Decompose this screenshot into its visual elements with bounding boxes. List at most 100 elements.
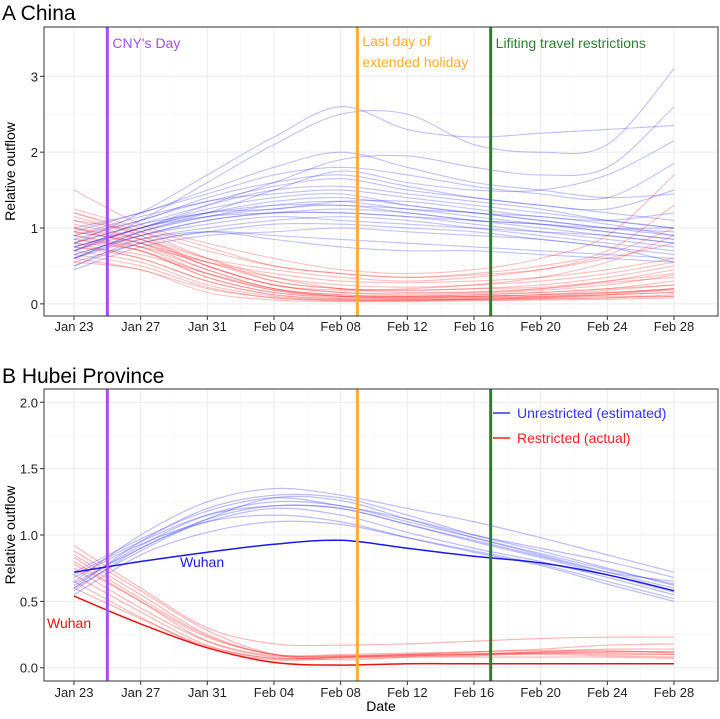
restricted-line xyxy=(73,174,675,275)
unrestricted-line xyxy=(73,231,675,263)
y-tick-label: 2 xyxy=(31,145,38,160)
series-restricted xyxy=(73,545,675,661)
x-tick-label: Feb 12 xyxy=(387,685,427,700)
unrestricted-line xyxy=(73,514,675,602)
restricted-line xyxy=(73,227,675,282)
unrestricted-line xyxy=(73,196,675,252)
y-axis-label: Relative outflow xyxy=(2,121,18,221)
unrestricted-line xyxy=(73,106,675,244)
unrestricted-line xyxy=(73,211,675,256)
x-tick-label: Feb 04 xyxy=(254,685,294,700)
y-tick-label: 0.0 xyxy=(20,661,38,676)
restricted-line xyxy=(73,554,675,657)
restricted-line xyxy=(73,242,675,301)
restricted-line xyxy=(73,219,675,278)
restricted-line xyxy=(73,561,675,659)
unrestricted-line xyxy=(73,493,675,589)
x-tick-label: Jan 31 xyxy=(188,319,227,334)
unrestricted-line xyxy=(73,193,675,248)
unrestricted-line xyxy=(73,208,675,259)
restricted-line xyxy=(73,238,675,284)
panel-title: B Hubei Province xyxy=(2,365,164,388)
y-tick-label: 1.5 xyxy=(20,462,38,477)
series-unrestricted xyxy=(73,68,675,271)
event-label-cny: CNY's Day xyxy=(112,35,180,51)
restricted-line xyxy=(73,223,675,288)
unrestricted-line xyxy=(73,504,675,593)
unrestricted-line xyxy=(73,140,675,259)
unrestricted-line xyxy=(73,203,675,244)
legend-label: Unrestricted (estimated) xyxy=(517,405,666,421)
wuhan-label-restricted: Wuhan xyxy=(47,615,91,631)
panel-a-china: A China CNY's Day Last day of extended holi… xyxy=(2,2,719,334)
unrestricted-line xyxy=(73,231,675,263)
unrestricted-line xyxy=(73,199,675,248)
unrestricted-line xyxy=(73,174,675,237)
restricted-line xyxy=(73,545,675,647)
restricted-line xyxy=(73,235,675,299)
y-tick-label: 3 xyxy=(31,69,38,84)
panel-title: A China xyxy=(2,2,76,25)
restricted-line xyxy=(73,219,675,294)
wuhan-line xyxy=(73,595,675,666)
restricted-line xyxy=(73,587,675,660)
unrestricted-line xyxy=(73,500,675,586)
x-tick-label: Feb 08 xyxy=(320,685,360,700)
restricted-line xyxy=(73,574,675,660)
x-tick-label: Jan 27 xyxy=(121,685,160,700)
y-axis-label: Relative outflow xyxy=(2,485,18,585)
unrestricted-line xyxy=(73,504,675,584)
restricted-line xyxy=(73,212,675,291)
unrestricted-line xyxy=(73,151,675,229)
event-label-holiday: Last day of xyxy=(362,33,431,49)
unrestricted-line xyxy=(73,507,675,596)
x-tick-label: Feb 16 xyxy=(454,685,494,700)
x-tick-label: Feb 20 xyxy=(520,319,560,334)
unrestricted-line xyxy=(73,211,675,252)
unrestricted-line xyxy=(73,227,675,271)
restricted-line xyxy=(73,250,675,301)
x-tick-label: Feb 28 xyxy=(654,685,694,700)
x-tick-label: Feb 08 xyxy=(320,319,360,334)
restricted-line xyxy=(73,212,675,296)
wuhan-line xyxy=(73,539,675,592)
restricted-line xyxy=(73,216,675,294)
restricted-line xyxy=(73,254,675,301)
restricted-line xyxy=(73,257,675,302)
y-tick-label: 0.5 xyxy=(20,594,38,609)
x-tick-label: Feb 24 xyxy=(587,685,627,700)
restricted-line xyxy=(73,563,675,658)
unrestricted-line xyxy=(73,68,675,252)
unrestricted-line xyxy=(73,178,675,237)
x-tick-label: Jan 27 xyxy=(121,319,160,334)
series-unrestricted xyxy=(73,487,675,602)
restricted-line xyxy=(73,227,675,299)
x-tick-label: Feb 12 xyxy=(387,319,427,334)
y-tick-label: 1.0 xyxy=(20,528,38,543)
restricted-line xyxy=(73,227,675,297)
x-tick-label: Jan 31 xyxy=(188,685,227,700)
event-label-lifting: Lifiting travel restrictions xyxy=(496,35,646,51)
y-tick-label: 2.0 xyxy=(20,395,38,410)
unrestricted-line xyxy=(73,520,675,600)
restricted-line xyxy=(73,238,675,298)
unrestricted-line xyxy=(73,487,675,582)
restricted-line xyxy=(73,550,675,661)
unrestricted-line xyxy=(73,495,675,589)
unrestricted-line xyxy=(73,163,675,233)
restricted-line xyxy=(73,204,675,278)
unrestricted-line xyxy=(73,216,675,267)
y-tick-label: 0 xyxy=(31,297,38,312)
x-tick-label: Feb 04 xyxy=(254,319,294,334)
unrestricted-line xyxy=(73,185,675,244)
panel-b-hubei: B Hubei Province Wuhan Wuhan Unrestricted (… xyxy=(2,365,719,714)
unrestricted-line xyxy=(73,189,675,240)
legend-label: Restricted (actual) xyxy=(517,430,631,446)
restricted-line xyxy=(73,242,675,298)
x-tick-label: Jan 23 xyxy=(54,319,93,334)
x-axis-label: Date xyxy=(366,698,396,714)
unrestricted-line xyxy=(73,106,675,248)
event-label-holiday: extended holiday xyxy=(362,54,468,70)
restricted-line xyxy=(73,557,675,657)
